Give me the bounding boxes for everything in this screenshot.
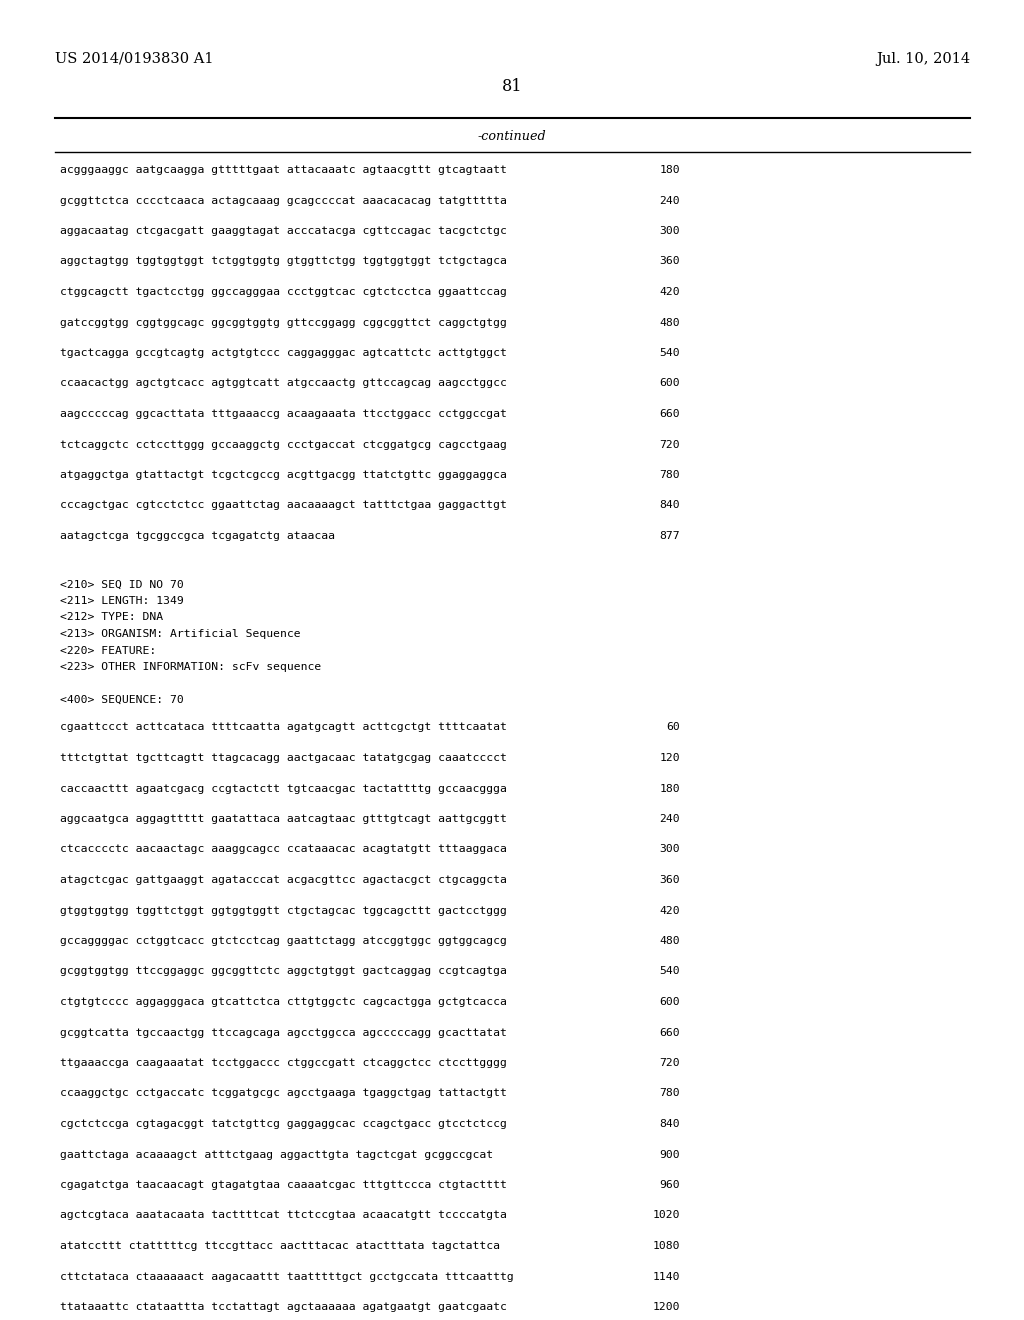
Text: 600: 600: [659, 997, 680, 1007]
Text: 1080: 1080: [652, 1241, 680, 1251]
Text: gatccggtgg cggtggcagc ggcggtggtg gttccggagg cggcggttct caggctgtgg: gatccggtgg cggtggcagc ggcggtggtg gttccgg…: [60, 318, 507, 327]
Text: 900: 900: [659, 1150, 680, 1159]
Text: aggacaatag ctcgacgatt gaaggtagat acccatacga cgttccagac tacgctctgc: aggacaatag ctcgacgatt gaaggtagat acccata…: [60, 226, 507, 236]
Text: cgagatctga taacaacagt gtagatgtaa caaaatcgac tttgttccca ctgtactttt: cgagatctga taacaacagt gtagatgtaa caaaatc…: [60, 1180, 507, 1191]
Text: <220> FEATURE:: <220> FEATURE:: [60, 645, 157, 656]
Text: US 2014/0193830 A1: US 2014/0193830 A1: [55, 51, 213, 66]
Text: ttataaattc ctataattta tcctattagt agctaaaaaa agatgaatgt gaatcgaatc: ttataaattc ctataattta tcctattagt agctaaa…: [60, 1302, 507, 1312]
Text: agctcgtaca aaatacaata tacttttcat ttctccgtaa acaacatgtt tccccatgta: agctcgtaca aaatacaata tacttttcat ttctccg…: [60, 1210, 507, 1221]
Text: tgactcagga gccgtcagtg actgtgtccc caggagggac agtcattctc acttgtggct: tgactcagga gccgtcagtg actgtgtccc caggagg…: [60, 348, 507, 358]
Text: <211> LENGTH: 1349: <211> LENGTH: 1349: [60, 597, 183, 606]
Text: 840: 840: [659, 1119, 680, 1129]
Text: gcggttctca cccctcaaca actagcaaag gcagccccat aaacacacag tatgttttta: gcggttctca cccctcaaca actagcaaag gcagccc…: [60, 195, 507, 206]
Text: 300: 300: [659, 845, 680, 854]
Text: tctcaggctc cctccttggg gccaaggctg ccctgaccat ctcggatgcg cagcctgaag: tctcaggctc cctccttggg gccaaggctg ccctgac…: [60, 440, 507, 450]
Text: 240: 240: [659, 195, 680, 206]
Text: aagcccccag ggcacttata tttgaaaccg acaagaaata ttcctggacc cctggccgat: aagcccccag ggcacttata tttgaaaccg acaagaa…: [60, 409, 507, 418]
Text: aatagctcga tgcggccgca tcgagatctg ataacaa: aatagctcga tgcggccgca tcgagatctg ataacaa: [60, 531, 335, 541]
Text: 1140: 1140: [652, 1271, 680, 1282]
Text: 60: 60: [667, 722, 680, 733]
Text: cccagctgac cgtcctctcc ggaattctag aacaaaagct tatttctgaa gaggacttgt: cccagctgac cgtcctctcc ggaattctag aacaaaa…: [60, 500, 507, 511]
Text: gcggtcatta tgccaactgg ttccagcaga agcctggcca agcccccagg gcacttatat: gcggtcatta tgccaactgg ttccagcaga agcctgg…: [60, 1027, 507, 1038]
Text: 600: 600: [659, 379, 680, 388]
Text: gccaggggac cctggtcacc gtctcctcag gaattctagg atccggtggc ggtggcagcg: gccaggggac cctggtcacc gtctcctcag gaattct…: [60, 936, 507, 946]
Text: 540: 540: [659, 966, 680, 977]
Text: 360: 360: [659, 256, 680, 267]
Text: ctggcagctt tgactcctgg ggccagggaa ccctggtcac cgtctcctca ggaattccag: ctggcagctt tgactcctgg ggccagggaa ccctggt…: [60, 286, 507, 297]
Text: 960: 960: [659, 1180, 680, 1191]
Text: gaattctaga acaaaagct atttctgaag aggacttgta tagctcgat gcggccgcat: gaattctaga acaaaagct atttctgaag aggacttg…: [60, 1150, 494, 1159]
Text: 360: 360: [659, 875, 680, 884]
Text: 300: 300: [659, 226, 680, 236]
Text: 780: 780: [659, 470, 680, 480]
Text: <223> OTHER INFORMATION: scFv sequence: <223> OTHER INFORMATION: scFv sequence: [60, 663, 322, 672]
Text: 660: 660: [659, 409, 680, 418]
Text: 780: 780: [659, 1089, 680, 1098]
Text: <400> SEQUENCE: 70: <400> SEQUENCE: 70: [60, 694, 183, 705]
Text: 180: 180: [659, 784, 680, 793]
Text: cgctctccga cgtagacggt tatctgttcg gaggaggcac ccagctgacc gtcctctccg: cgctctccga cgtagacggt tatctgttcg gaggagg…: [60, 1119, 507, 1129]
Text: ttgaaaccga caagaaatat tcctggaccc ctggccgatt ctcaggctcc ctccttgggg: ttgaaaccga caagaaatat tcctggaccc ctggccg…: [60, 1059, 507, 1068]
Text: gcggtggtgg ttccggaggc ggcggttctc aggctgtggt gactcaggag ccgtcagtga: gcggtggtgg ttccggaggc ggcggttctc aggctgt…: [60, 966, 507, 977]
Text: ctgtgtcccc aggagggaca gtcattctca cttgtggctc cagcactgga gctgtcacca: ctgtgtcccc aggagggaca gtcattctca cttgtgg…: [60, 997, 507, 1007]
Text: atgaggctga gtattactgt tcgctcgccg acgttgacgg ttatctgttc ggaggaggca: atgaggctga gtattactgt tcgctcgccg acgttga…: [60, 470, 507, 480]
Text: 660: 660: [659, 1027, 680, 1038]
Text: atagctcgac gattgaaggt agatacccat acgacgttcc agactacgct ctgcaggcta: atagctcgac gattgaaggt agatacccat acgacgt…: [60, 875, 507, 884]
Text: 480: 480: [659, 936, 680, 946]
Text: ccaaggctgc cctgaccatc tcggatgcgc agcctgaaga tgaggctgag tattactgtt: ccaaggctgc cctgaccatc tcggatgcgc agcctga…: [60, 1089, 507, 1098]
Text: 81: 81: [502, 78, 522, 95]
Text: 720: 720: [659, 440, 680, 450]
Text: 180: 180: [659, 165, 680, 176]
Text: 540: 540: [659, 348, 680, 358]
Text: 240: 240: [659, 814, 680, 824]
Text: caccaacttt agaatcgacg ccgtactctt tgtcaacgac tactattttg gccaacggga: caccaacttt agaatcgacg ccgtactctt tgtcaac…: [60, 784, 507, 793]
Text: aggcaatgca aggagttttt gaatattaca aatcagtaac gtttgtcagt aattgcggtt: aggcaatgca aggagttttt gaatattaca aatcagt…: [60, 814, 507, 824]
Text: 420: 420: [659, 286, 680, 297]
Text: gtggtggtgg tggttctggt ggtggtggtt ctgctagcac tggcagcttt gactcctggg: gtggtggtgg tggttctggt ggtggtggtt ctgctag…: [60, 906, 507, 916]
Text: cgaattccct acttcataca ttttcaatta agatgcagtt acttcgctgt ttttcaatat: cgaattccct acttcataca ttttcaatta agatgca…: [60, 722, 507, 733]
Text: Jul. 10, 2014: Jul. 10, 2014: [876, 51, 970, 66]
Text: <213> ORGANISM: Artificial Sequence: <213> ORGANISM: Artificial Sequence: [60, 630, 301, 639]
Text: ctcacccctc aacaactagc aaaggcagcc ccataaacac acagtatgtt tttaaggaca: ctcacccctc aacaactagc aaaggcagcc ccataaa…: [60, 845, 507, 854]
Text: 840: 840: [659, 500, 680, 511]
Text: ccaacactgg agctgtcacc agtggtcatt atgccaactg gttccagcag aagcctggcc: ccaacactgg agctgtcacc agtggtcatt atgccaa…: [60, 379, 507, 388]
Text: acgggaaggc aatgcaagga gtttttgaat attacaaatc agtaacgttt gtcagtaatt: acgggaaggc aatgcaagga gtttttgaat attacaa…: [60, 165, 507, 176]
Text: <212> TYPE: DNA: <212> TYPE: DNA: [60, 612, 163, 623]
Text: <210> SEQ ID NO 70: <210> SEQ ID NO 70: [60, 579, 183, 590]
Text: 120: 120: [659, 752, 680, 763]
Text: 877: 877: [659, 531, 680, 541]
Text: 1200: 1200: [652, 1302, 680, 1312]
Text: aggctagtgg tggtggtggt tctggtggtg gtggttctgg tggtggtggt tctgctagca: aggctagtgg tggtggtggt tctggtggtg gtggttc…: [60, 256, 507, 267]
Text: 420: 420: [659, 906, 680, 916]
Text: tttctgttat tgcttcagtt ttagcacagg aactgacaac tatatgcgag caaatcccct: tttctgttat tgcttcagtt ttagcacagg aactgac…: [60, 752, 507, 763]
Text: cttctataca ctaaaaaact aagacaattt taatttttgct gcctgccata tttcaatttg: cttctataca ctaaaaaact aagacaattt taatttt…: [60, 1271, 514, 1282]
Text: 1020: 1020: [652, 1210, 680, 1221]
Text: 720: 720: [659, 1059, 680, 1068]
Text: -continued: -continued: [477, 129, 547, 143]
Text: atatccttt ctatttttcg ttccgttacc aactttacac atactttata tagctattca: atatccttt ctatttttcg ttccgttacc aactttac…: [60, 1241, 500, 1251]
Text: 480: 480: [659, 318, 680, 327]
